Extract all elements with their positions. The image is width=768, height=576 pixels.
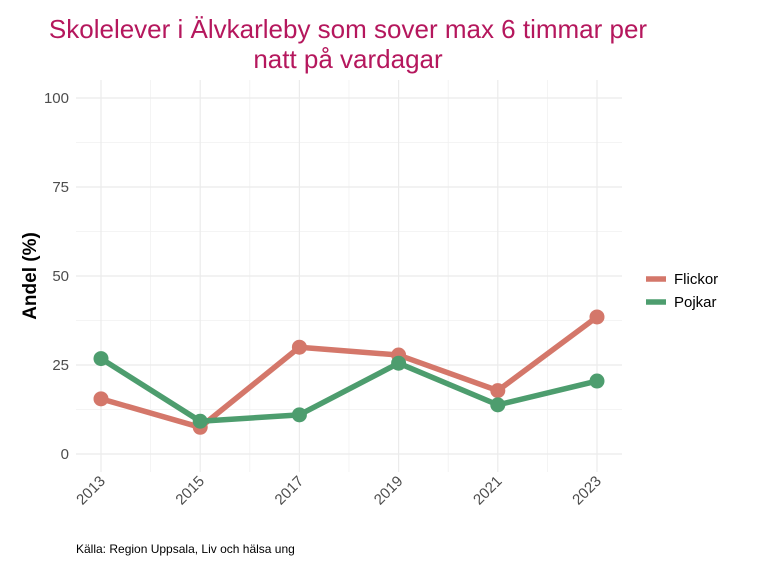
y-tick-label: 75 [52, 179, 69, 196]
x-tick-label: 2023 [569, 473, 605, 509]
y-axis-label: Andel (%) [20, 232, 41, 320]
data-point-pojkar [291, 407, 307, 423]
legend-label-flickor: Flickor [674, 271, 718, 288]
x-tick-label: 2015 [172, 473, 208, 509]
data-point-pojkar [490, 397, 506, 413]
source-caption: Källa: Region Uppsala, Liv och hälsa ung [76, 542, 295, 556]
grid [76, 80, 622, 472]
data-point-flickor [291, 339, 307, 355]
chart-title-line-1: Skolelever i Älvkarleby som sover max 6 … [49, 14, 648, 44]
series-line-flickor [98, 314, 600, 431]
series-layer [93, 309, 605, 435]
data-point-pojkar [93, 351, 109, 367]
chart-title-line-2: natt på vardagar [253, 44, 443, 74]
data-point-flickor [93, 391, 109, 407]
legend: Flickor Pojkar [646, 271, 718, 311]
x-tick-label: 2017 [272, 473, 308, 509]
y-tick-label: 0 [61, 446, 69, 463]
data-point-pojkar [192, 413, 208, 429]
data-point-flickor [589, 309, 605, 325]
data-point-pojkar [589, 373, 605, 389]
y-tick-label: 100 [44, 90, 69, 107]
x-tick-label: 2019 [371, 473, 407, 509]
x-axis-ticks: 2013 2015 2017 2019 2021 2023 [73, 473, 605, 509]
legend-label-pojkar: Pojkar [674, 294, 717, 311]
y-tick-label: 50 [52, 268, 69, 285]
data-point-pojkar [391, 355, 407, 371]
y-axis-ticks: 0 25 50 75 100 [44, 90, 69, 463]
x-tick-label: 2021 [470, 473, 506, 509]
data-point-flickor [490, 383, 506, 399]
y-tick-label: 25 [52, 357, 69, 374]
series-line-pojkar [98, 355, 600, 424]
x-tick-label: 2013 [73, 473, 109, 509]
